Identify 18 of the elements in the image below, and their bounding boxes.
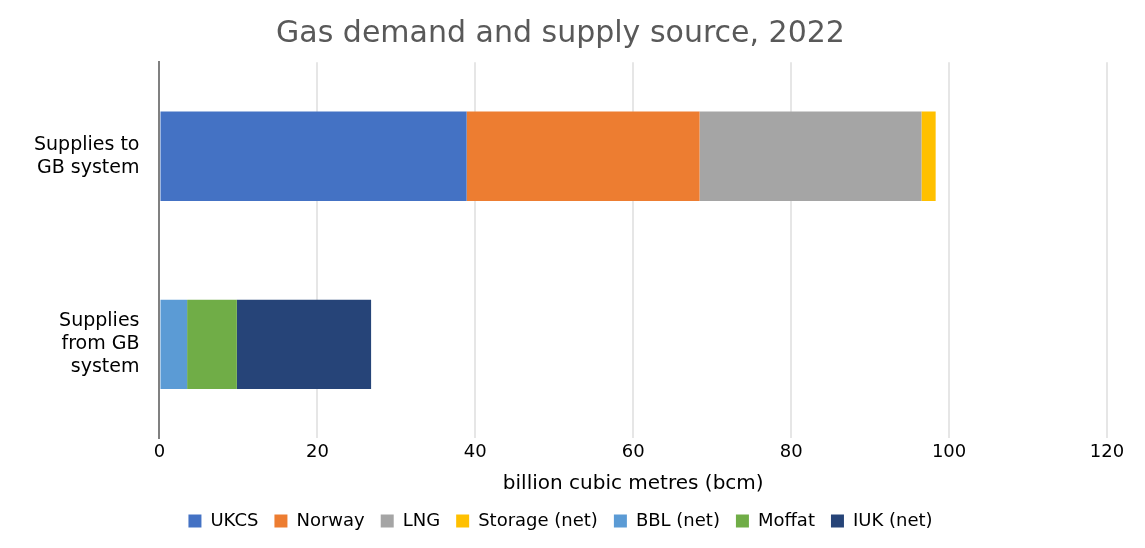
x-tick-label: 60	[621, 439, 645, 461]
y-tick-label: Supplies to GB system	[34, 131, 140, 177]
y-tick-label: Supplies from GB system	[59, 308, 140, 377]
legend-label: Storage (net)	[478, 508, 598, 530]
legend-label: BBL (net)	[635, 508, 720, 530]
x-axis-title: billion cubic metres (bcm)	[502, 470, 764, 495]
x-tick-label: 100	[931, 439, 967, 461]
legend-label: LNG	[402, 508, 441, 530]
chart-title: Gas demand and supply source, 2022	[276, 14, 845, 49]
legend-label: Moffat	[757, 508, 815, 530]
x-tick-label: 0	[153, 439, 166, 461]
x-tick-label: 80	[779, 439, 803, 461]
x-tick-label: 20	[305, 439, 329, 461]
legend-label: Norway	[296, 508, 366, 530]
legend-label: UKCS	[210, 508, 259, 530]
x-tick-label: 40	[463, 439, 487, 461]
legend-label: IUK (net)	[852, 508, 933, 530]
x-tick-label: 120	[1089, 439, 1125, 461]
